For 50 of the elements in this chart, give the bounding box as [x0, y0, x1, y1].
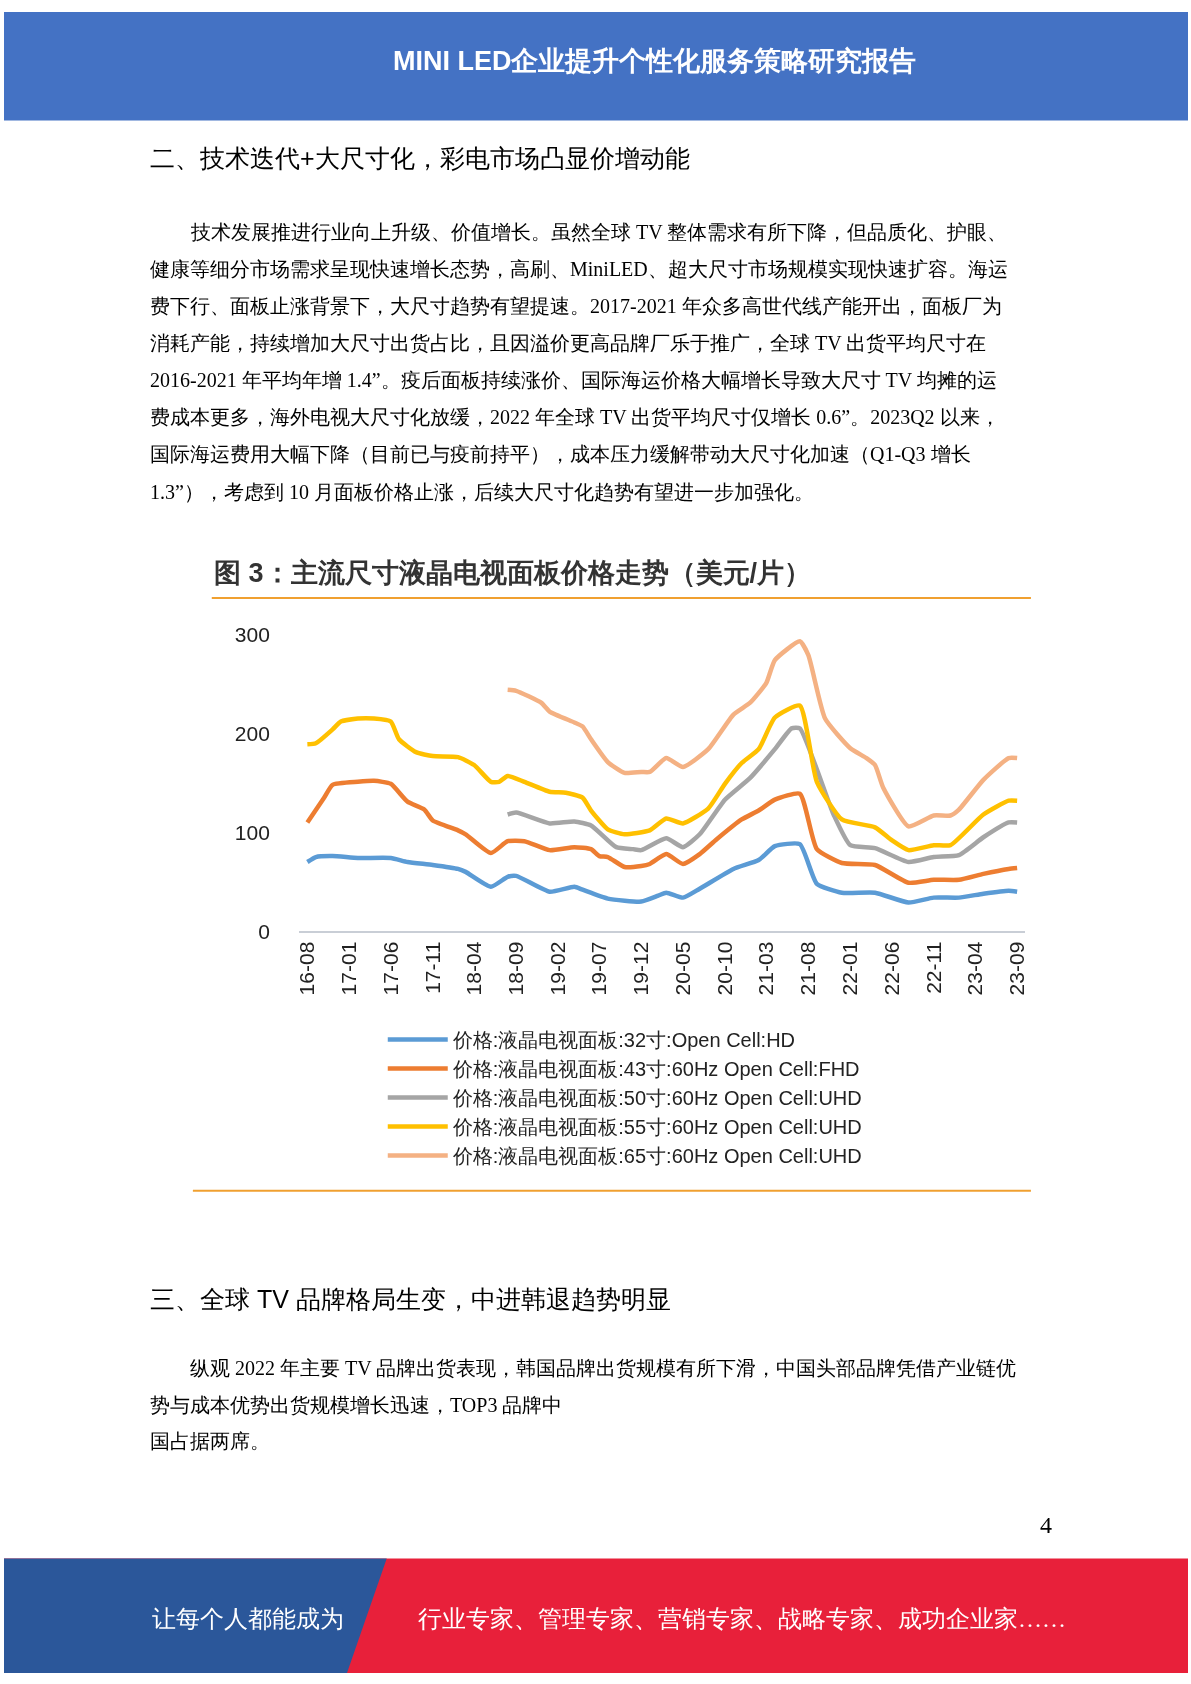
text: 4 — [1040, 1512, 1052, 1538]
x-tick-label: 22-01 — [838, 941, 862, 996]
x-tick-label: 18-04 — [462, 941, 485, 996]
legend-label: 价格:液晶电视面板:32寸:Open Cell:HD — [451, 1029, 796, 1052]
text: 三、全球 TV 品牌格局生变，中进韩退趋势明显 — [150, 1285, 671, 1313]
x-tick-label: 19-02 — [545, 941, 569, 996]
x-tick-label: 21-03 — [754, 941, 778, 996]
x-tick-label: 16-08 — [295, 941, 319, 996]
y-tick-label: 200 — [234, 721, 270, 745]
text: 1.3”），考虑到 10 月面板价格止涨，后续大尺寸化趋势有望进一步加强化。 — [150, 481, 814, 503]
y-tick-label: 0 — [258, 919, 270, 943]
text: 势与成本优势出货规模增长迅速，TOP3 品牌中 — [150, 1394, 563, 1416]
legend-label: 价格:液晶电视面板:65寸:60Hz Open Cell:UHD — [451, 1145, 862, 1168]
text: 费下行、面板止涨背景下，大尺寸趋势有望提速。2017-2021 年众多高世代线产能开出，面板厂为 — [150, 295, 1002, 317]
x-tick-label: 20-05 — [670, 941, 694, 996]
x-tick-label: 17-11 — [420, 941, 444, 994]
x-tick-label: 17-01 — [337, 941, 361, 996]
text: 行业专家、管理专家、营销专家、战略专家、成功企业家…… — [418, 1606, 1066, 1632]
legend-label: 价格:液晶电视面板:43寸:60Hz Open Cell:FHD — [451, 1058, 860, 1081]
text: 让每个人都能成为 — [152, 1606, 344, 1632]
x-tick-label: 20-10 — [712, 941, 736, 996]
line-series — [305, 841, 1020, 905]
x-tick-label: 22-11 — [921, 941, 945, 994]
y-tick-label: 300 — [234, 622, 270, 646]
text: 健康等细分市场需求呈现快速增长态势，高刷、MiniLED、超大尺寸市场规模实现快速扩容。海运 — [150, 258, 1008, 280]
line-series — [305, 778, 1020, 886]
text: 国占据两席。 — [150, 1430, 270, 1452]
x-tick-label: 19-12 — [629, 941, 653, 996]
legend-label: 价格:液晶电视面板:55寸:60Hz Open Cell:UHD — [451, 1116, 862, 1139]
text: 消耗产能，持续增加大尺寸出货占比，且因溢价更高品牌厂乐于推广，全球 TV 出货平均尺寸在 — [150, 332, 987, 354]
line-series — [505, 639, 1020, 829]
chart-title: 图 3：主流尺寸液晶电视面板价格走势（美元/片） — [214, 558, 812, 588]
text: MINI LED企业提升个性化服务策略研究报告 — [393, 46, 917, 76]
line-series — [505, 725, 1020, 865]
x-tick-label: 18-09 — [503, 941, 527, 996]
x-tick-label: 22-06 — [879, 941, 903, 996]
legend-label: 价格:液晶电视面板:50寸:60Hz Open Cell:UHD — [451, 1087, 862, 1110]
text: 费成本更多，海外电视大尺寸化放缓，2022 年全球 TV 出货平均尺寸仅增长 0.6”。2023Q2 以来， — [150, 406, 1000, 428]
text: 技术发展推进行业向上升级、价值增长。虽然全球 TV 整体需求有所下降，但品质化、护眼、 — [190, 221, 1008, 243]
x-tick-label: 21-08 — [796, 941, 820, 996]
text: 二、技术迭代+大尺寸化，彩电市场凸显价增动能 — [150, 144, 690, 172]
x-tick-label: 17-06 — [378, 941, 402, 996]
line-series — [305, 703, 1020, 853]
text: 2016-2021 年平均年增 1.4”。疫后面板持续涨价、国际海运价格大幅增长导致大尺寸 TV 均摊的运 — [150, 369, 997, 391]
x-tick-label: 19-07 — [587, 941, 611, 996]
x-tick-label: 23-04 — [962, 941, 986, 996]
x-tick-label: 23-09 — [1004, 941, 1028, 996]
text: 国际海运费用大幅下降（目前已与疫前持平），成本压力缓解带动大尺寸化加速（Q1-Q3 增长 — [150, 443, 971, 465]
text: 纵观 2022 年主要 TV 品牌出货表现，韩国品牌出货规模有所下滑，中国头部品牌凭借产业链优 — [190, 1357, 1017, 1379]
y-tick-label: 100 — [234, 820, 270, 844]
